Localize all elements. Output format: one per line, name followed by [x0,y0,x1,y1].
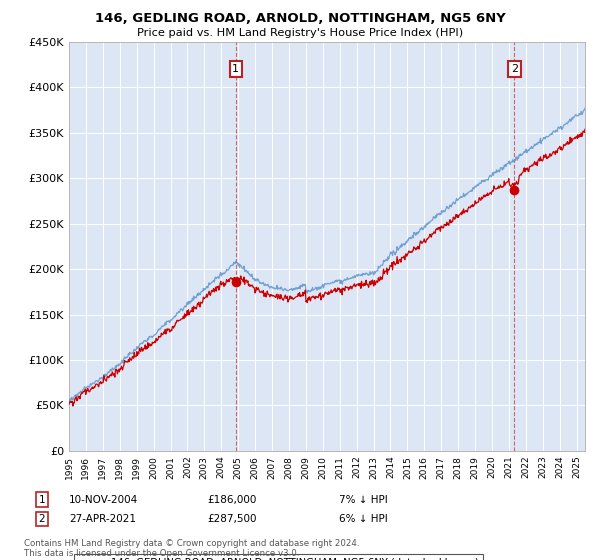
Text: 1: 1 [38,494,46,505]
Text: 2: 2 [511,64,518,74]
Text: 2: 2 [38,514,46,524]
Legend: 146, GEDLING ROAD, ARNOLD, NOTTINGHAM, NG5 6NY (detached house), HPI: Average pr: 146, GEDLING ROAD, ARNOLD, NOTTINGHAM, N… [74,554,483,560]
Text: £287,500: £287,500 [207,514,257,524]
Text: 10-NOV-2004: 10-NOV-2004 [69,494,138,505]
Text: 27-APR-2021: 27-APR-2021 [69,514,136,524]
Text: £186,000: £186,000 [207,494,256,505]
Text: 1: 1 [232,64,239,74]
Text: 7% ↓ HPI: 7% ↓ HPI [339,494,388,505]
Text: 6% ↓ HPI: 6% ↓ HPI [339,514,388,524]
Text: 146, GEDLING ROAD, ARNOLD, NOTTINGHAM, NG5 6NY: 146, GEDLING ROAD, ARNOLD, NOTTINGHAM, N… [95,12,505,25]
Text: Price paid vs. HM Land Registry's House Price Index (HPI): Price paid vs. HM Land Registry's House … [137,28,463,38]
Text: Contains HM Land Registry data © Crown copyright and database right 2024.
This d: Contains HM Land Registry data © Crown c… [24,539,359,558]
